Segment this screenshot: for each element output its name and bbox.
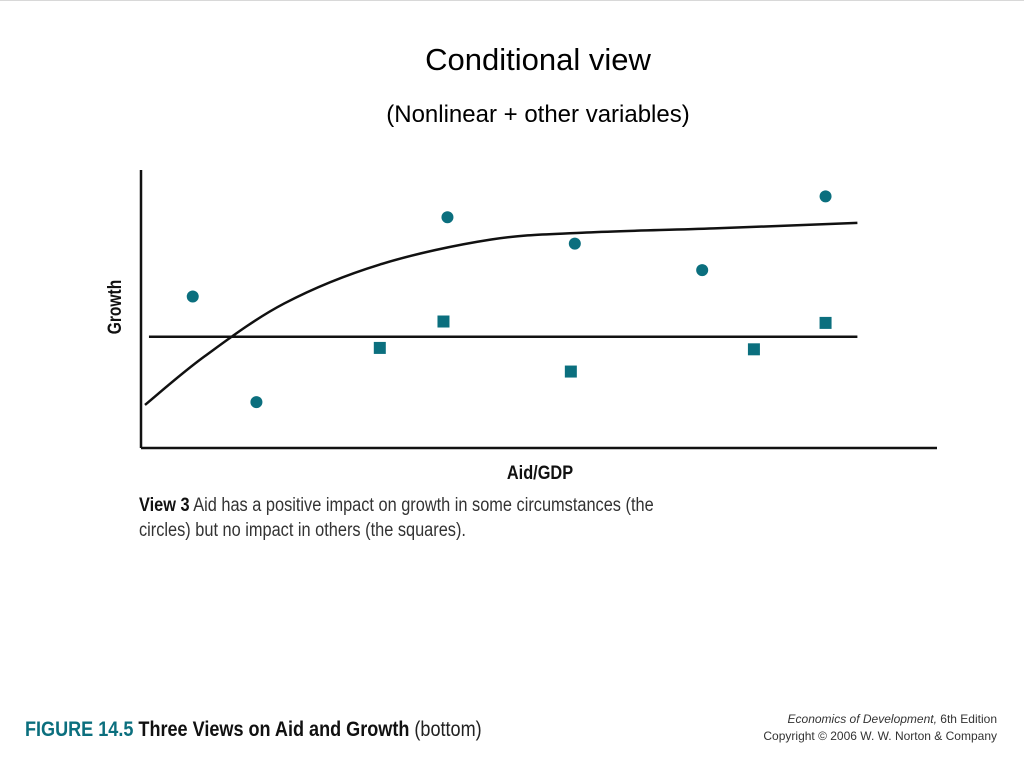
chart-axes <box>139 170 937 450</box>
circle-point-2 <box>250 396 263 409</box>
square-point-1 <box>373 341 386 354</box>
chart-marks <box>186 190 832 409</box>
circle-point-3 <box>441 211 454 224</box>
chart-lines <box>144 221 858 406</box>
page-title: Conditional view <box>425 42 651 77</box>
caption-text-2: circles) but no impact in others (the sq… <box>139 520 466 541</box>
caption-lead: View 3 <box>139 495 190 516</box>
y-axis-label: Growth <box>104 280 126 334</box>
square-point-5 <box>819 316 832 329</box>
figure-number: FIGURE 14.5 <box>25 718 134 741</box>
x-axis-label: Aid/GDP <box>507 462 573 483</box>
figure-title: Three Views on Aid and Growth <box>138 718 410 741</box>
square-point-3 <box>564 365 577 378</box>
circle-point-5 <box>696 264 709 277</box>
figure-label: FIGURE 14.5 Three Views on Aid and Growt… <box>25 718 482 742</box>
square-point-2 <box>437 315 450 328</box>
book-edition: 6th Edition <box>940 712 997 726</box>
copyright-text: Copyright © 2006 W. W. Norton & Company <box>763 729 997 743</box>
nonlinear-curve <box>144 221 858 406</box>
book-credit: Economics of Development, 6th Edition Co… <box>763 711 997 745</box>
top-rule <box>0 0 1024 1</box>
caption-line-1: View 3 Aid has a positive impact on grow… <box>139 493 655 518</box>
circle-point-6 <box>819 190 832 203</box>
figure-extra: (bottom) <box>414 718 482 741</box>
square-point-4 <box>747 343 760 356</box>
circle-point-1 <box>186 290 199 303</box>
caption-text-1: Aid has a positive impact on growth in s… <box>193 495 654 516</box>
circle-point-4 <box>568 237 581 250</box>
credit-line-1: Economics of Development, 6th Edition <box>763 711 997 728</box>
figure-caption: View 3 Aid has a positive impact on grow… <box>139 493 655 543</box>
page-subtitle: (Nonlinear + other variables) <box>386 101 690 128</box>
book-title: Economics of Development, <box>787 712 937 726</box>
